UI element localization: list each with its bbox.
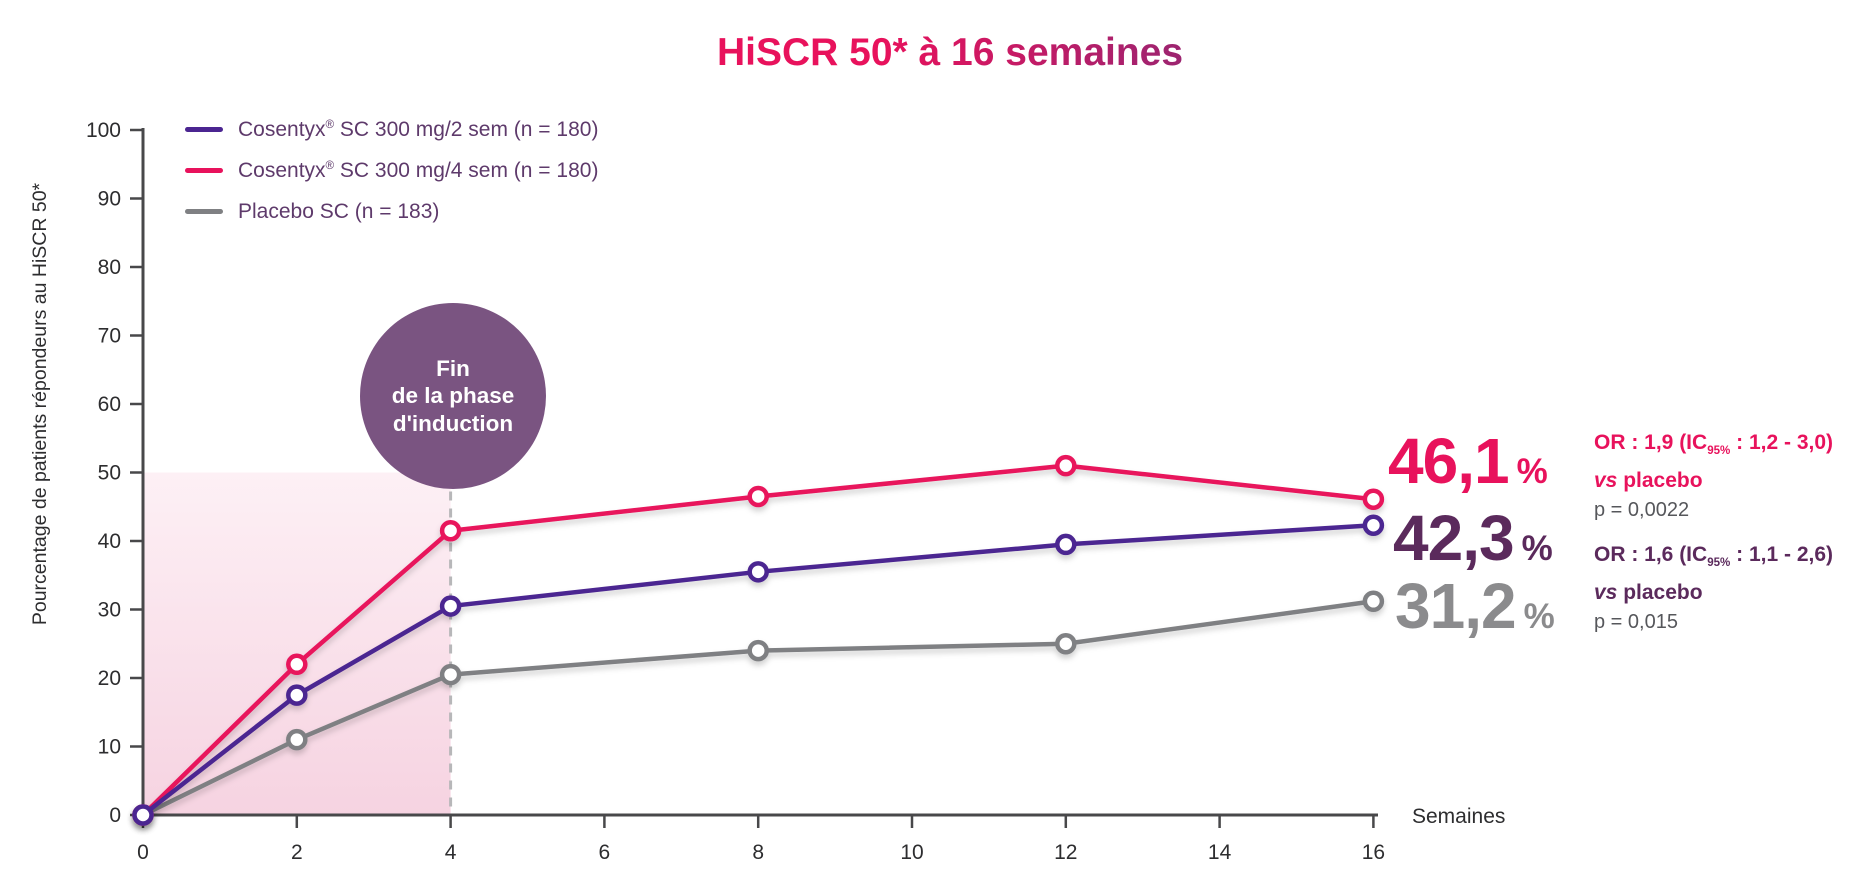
series-line <box>142 599 1374 818</box>
x-tick-label: 0 <box>137 841 149 864</box>
legend-swatch-gray <box>185 209 223 214</box>
p-value-text: p = 0,015 <box>1594 611 1678 634</box>
badge-line: Fin <box>436 355 470 381</box>
x-tick-label: 10 <box>900 841 923 864</box>
y-tick-label: 70 <box>98 325 121 348</box>
vs-placebo-text: vs placebo <box>1594 581 1703 605</box>
x-tick-label: 6 <box>599 841 611 864</box>
y-tick-label: 80 <box>98 256 121 279</box>
legend: Cosentyx® SC 300 mg/2 sem (n = 180) Cose… <box>185 116 598 239</box>
y-axis-title: Pourcentage de patients répondeurs au Hi… <box>29 182 51 625</box>
x-tick-label: 4 <box>445 841 457 864</box>
data-point-marker <box>747 639 769 662</box>
x-axis-title: Semaines <box>1412 805 1505 828</box>
odds-ratio-text: OR : 1,6 (IC95% : 1,1 - 2,6) <box>1594 543 1834 570</box>
chart-title: HiSCR 50* à 16 semaines <box>716 31 1184 74</box>
series-0 <box>132 514 1385 826</box>
legend-swatch-pink <box>185 168 223 173</box>
data-point-marker <box>132 804 154 826</box>
y-tick-label: 60 <box>98 393 121 416</box>
y-tick-label: 50 <box>98 462 121 485</box>
legend-item-cosentyx-q4w: Cosentyx® SC 300 mg/4 sem (n = 180) <box>185 157 598 184</box>
y-tick-label: 100 <box>86 119 121 142</box>
stat-block-q2w-vs-placebo: OR : 1,6 (IC95% : 1,1 - 2,6) vs placebo … <box>1594 540 1833 637</box>
result-number: 42,3 <box>1393 502 1515 574</box>
odds-ratio-text: OR : 1,9 (IC95% : 1,2 - 3,0) <box>1594 431 1834 458</box>
x-tick-label: 2 <box>291 841 303 864</box>
data-point-marker <box>747 485 769 508</box>
x-tick-label: 14 <box>1208 841 1232 864</box>
induction-phase-badge: Fin de la phase d'induction <box>360 303 546 489</box>
data-point-marker <box>286 653 308 676</box>
result-value-placebo: 31,2% <box>1395 574 1555 638</box>
result-number: 31,2 <box>1395 570 1517 642</box>
legend-item-placebo: Placebo SC (n = 183) <box>185 198 598 225</box>
data-point-marker <box>286 728 308 751</box>
legend-label: Placebo SC (n = 183) <box>238 199 440 223</box>
data-point-marker <box>439 519 462 542</box>
y-tick-label: 30 <box>98 599 121 622</box>
legend-swatch-purple <box>185 127 223 132</box>
data-point-marker <box>439 595 462 617</box>
series-1 <box>132 454 1385 826</box>
series-line <box>141 463 1374 817</box>
badge-line: de la phase <box>391 383 515 409</box>
legend-label: Cosentyx® SC 300 mg/4 sem (n = 180) <box>238 158 599 182</box>
data-point-marker <box>439 663 462 686</box>
y-tick-label: 40 <box>98 530 121 553</box>
data-point-marker <box>286 684 308 706</box>
percent-sign: % <box>1521 529 1553 568</box>
badge-line: d'induction <box>392 410 514 436</box>
y-tick-label: 90 <box>98 188 121 211</box>
data-point-marker <box>1362 590 1385 613</box>
data-point-marker <box>1362 514 1385 536</box>
percent-sign: % <box>1516 452 1548 491</box>
result-value-cosentyx-q4w: 46,1% <box>1388 429 1548 493</box>
x-tick-label: 12 <box>1054 841 1077 864</box>
y-tick-label: 20 <box>98 667 121 690</box>
induction-shaded-region <box>143 472 451 815</box>
x-tick-label: 16 <box>1362 841 1385 864</box>
x-tick-label: 8 <box>752 841 764 864</box>
result-value-cosentyx-q2w: 42,3% <box>1393 506 1553 570</box>
data-point-marker <box>747 561 769 583</box>
data-point-marker <box>1362 488 1385 510</box>
p-value-text: p = 0,0022 <box>1594 499 1690 522</box>
legend-item-cosentyx-q2w: Cosentyx® SC 300 mg/2 sem (n = 180) <box>185 116 598 143</box>
data-point-marker <box>1055 633 1077 655</box>
legend-label: Cosentyx® SC 300 mg/2 sem (n = 180) <box>238 117 599 141</box>
y-tick-label: 0 <box>109 804 121 827</box>
data-point-marker <box>1055 533 1077 556</box>
y-tick-label: 10 <box>98 736 121 759</box>
vs-placebo-text: vs placebo <box>1594 469 1703 493</box>
percent-sign: % <box>1523 597 1555 636</box>
data-point-marker <box>1055 454 1077 477</box>
series-line <box>141 522 1374 817</box>
stat-block-q4w-vs-placebo: OR : 1,9 (IC95% : 1,2 - 3,0) vs placebo … <box>1594 428 1833 525</box>
result-number: 46,1 <box>1388 425 1510 497</box>
